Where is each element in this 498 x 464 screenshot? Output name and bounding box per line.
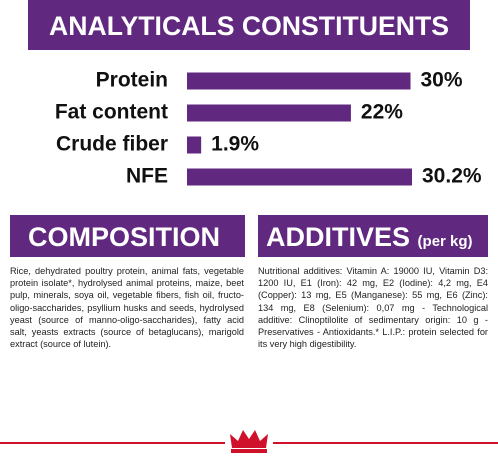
value-label: 30.2% xyxy=(422,165,482,188)
title-banner xyxy=(28,0,470,50)
crown-logo xyxy=(230,430,268,453)
value-label: 1.9% xyxy=(211,133,259,156)
bar xyxy=(187,104,351,122)
value-label: 22% xyxy=(361,101,403,124)
chart-title: ANALYTICALS CONSTITUENTS xyxy=(49,11,449,41)
bar xyxy=(187,72,411,90)
bar xyxy=(187,136,202,154)
category-label: Fat content xyxy=(55,101,168,124)
composition-header: COMPOSITION xyxy=(10,215,245,257)
additives-text: Nutritional additives: Vitamin A: 19000 … xyxy=(258,266,488,350)
value-label: 30% xyxy=(421,69,463,92)
composition-title: COMPOSITION xyxy=(28,222,221,252)
bar xyxy=(187,168,412,186)
category-label: Crude fiber xyxy=(56,133,168,156)
composition-text: Rice, dehydrated poultry protein, animal… xyxy=(10,266,244,350)
additives-title: ADDITIVES xyxy=(266,222,411,252)
category-label: Protein xyxy=(96,69,168,92)
category-label: NFE xyxy=(126,165,168,188)
additives-header: ADDITIVES (per kg) xyxy=(258,215,488,257)
additives-subtitle: (per kg) xyxy=(417,233,473,250)
